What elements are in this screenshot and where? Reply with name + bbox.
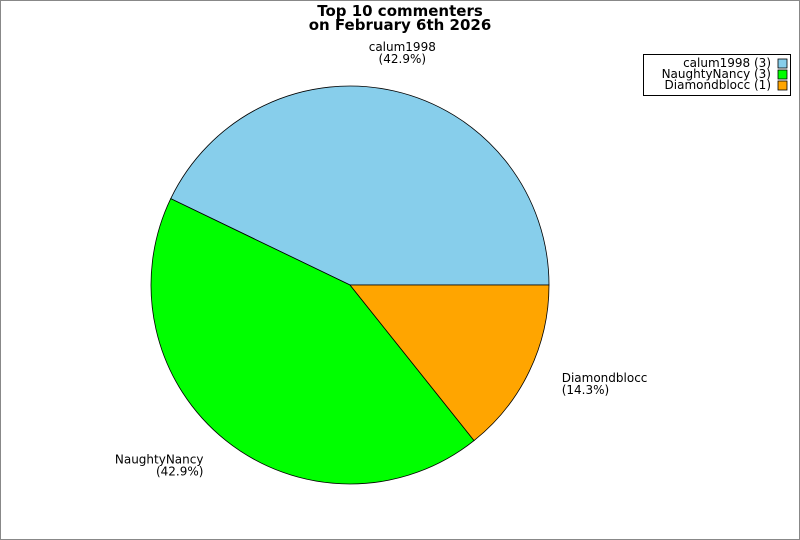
chart-title: Top 10 commenters <box>317 2 483 20</box>
slice-value-label: (42.9%) <box>156 465 203 479</box>
slice-value-label: (42.9%) <box>379 52 426 66</box>
legend-label: Diamondblocc (1) <box>665 78 771 92</box>
slice-label: Diamondblocc <box>562 371 648 385</box>
legend-swatch <box>777 80 788 91</box>
chart-subtitle: on February 6th 2026 <box>309 16 492 34</box>
pie-slice <box>349 284 550 442</box>
pie-slice <box>170 85 550 286</box>
legend-swatch <box>777 69 788 80</box>
legend-box <box>643 54 791 96</box>
slice-label: NaughtyNancy <box>115 453 204 467</box>
legend-label: calum1998 (3) <box>683 56 771 70</box>
pie-slice <box>150 198 475 485</box>
slice-label: calum1998 <box>369 40 436 54</box>
legend-label: NaughtyNancy (3) <box>662 67 771 81</box>
legend-swatch <box>777 58 788 69</box>
slice-value-label: (14.3%) <box>562 383 609 397</box>
